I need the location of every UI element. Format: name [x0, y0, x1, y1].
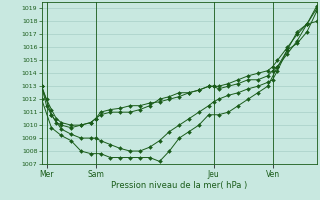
X-axis label: Pression niveau de la mer( hPa ): Pression niveau de la mer( hPa ) [111, 181, 247, 190]
